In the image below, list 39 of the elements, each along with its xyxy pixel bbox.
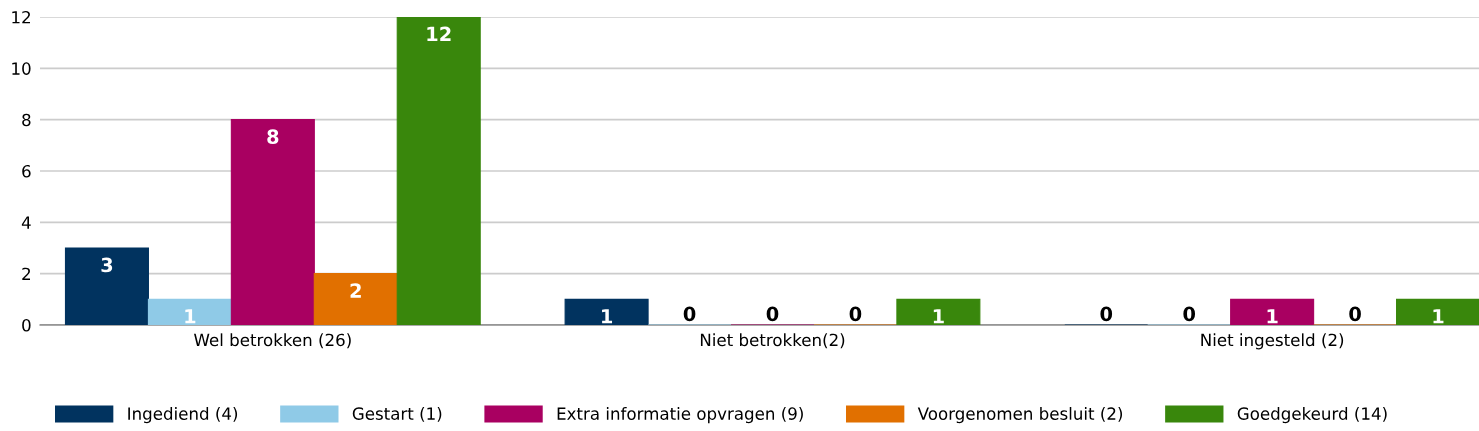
bar xyxy=(396,17,481,325)
data-label: 1 xyxy=(1433,309,1444,324)
bar xyxy=(230,119,315,325)
data-label: 2 xyxy=(350,283,361,298)
y-tick-label: 2 xyxy=(22,267,30,280)
bar xyxy=(564,298,649,325)
x-tick-label: Niet betrokken(2) xyxy=(700,333,845,349)
y-tick-label: 12 xyxy=(12,10,30,24)
bar xyxy=(1396,298,1479,325)
y-tick-label: 6 xyxy=(22,164,31,178)
data-label: 0 xyxy=(683,306,696,322)
data-label: 0 xyxy=(849,306,862,322)
legend-label: Extra informatie opvragen (9) xyxy=(557,407,803,424)
y-tick-label: 10 xyxy=(12,62,31,75)
x-tick-label: Wel betrokken (26) xyxy=(194,333,351,349)
data-label: 0 xyxy=(766,306,779,322)
legend-label: Gestart (1) xyxy=(352,407,442,422)
bar xyxy=(1230,298,1315,325)
bar xyxy=(313,273,398,325)
data-label: 3 xyxy=(101,257,113,273)
x-tick-label: Niet ingesteld (2) xyxy=(1201,333,1344,350)
legend-label: Goedgekeurd (14) xyxy=(1237,407,1387,424)
y-tick-label: 8 xyxy=(22,113,31,127)
data-label: 1 xyxy=(1267,309,1278,324)
data-label: 0 xyxy=(1100,306,1113,322)
data-label: 1 xyxy=(933,309,944,324)
bar xyxy=(147,298,232,325)
legend-label: Voorgenomen besluit (2) xyxy=(917,407,1123,424)
y-tick-label: 0 xyxy=(22,318,31,332)
data-label: 0 xyxy=(1183,306,1196,322)
data-label: 8 xyxy=(267,129,279,144)
data-label: 1 xyxy=(602,309,613,324)
data-label: 0 xyxy=(1349,306,1361,322)
y-tick-label: 4 xyxy=(21,216,31,229)
legend-label: Ingediend (4) xyxy=(128,407,238,424)
bar xyxy=(64,247,149,325)
data-label: 1 xyxy=(185,309,196,324)
data-label: 12 xyxy=(427,26,451,42)
bar xyxy=(896,298,981,325)
